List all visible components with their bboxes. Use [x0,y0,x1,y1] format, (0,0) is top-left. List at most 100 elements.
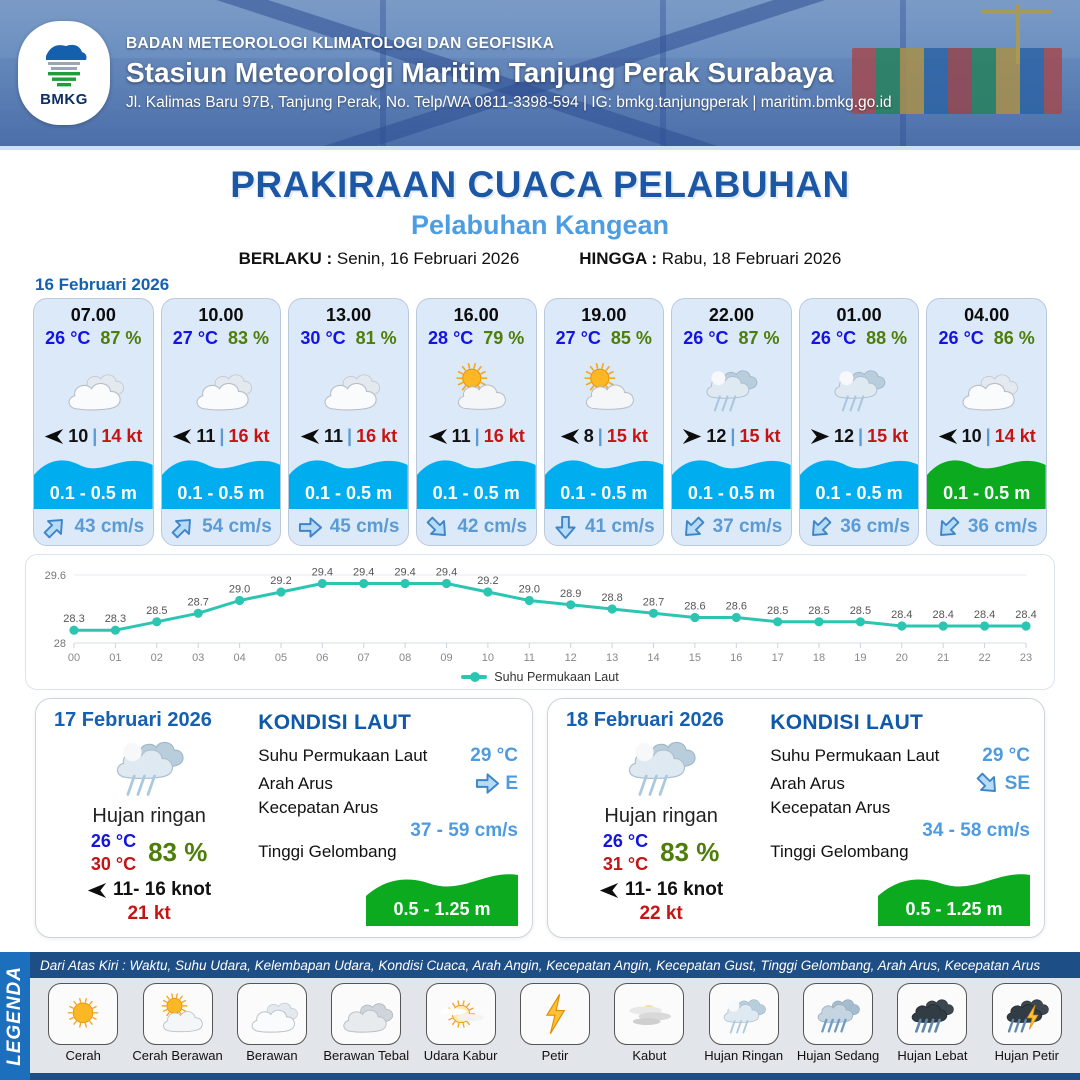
hujan-sedang-icon-slot [803,983,874,1045]
wind-speed: 11 [196,426,216,446]
forecast-card: 22.00 26 °C 87 % 12 | 15 kt 0.1 - 0.5 m … [671,298,792,546]
current-speed-value: 37 - 59 cm/s [410,820,518,841]
svg-text:28.6: 28.6 [684,601,705,613]
wind-separator: | [985,426,991,446]
svg-text:03: 03 [192,652,204,664]
current-row: 42 cm/s [425,509,527,545]
port-name: Pelabuhan Kangean [410,210,670,240]
current-row: 45 cm/s [298,509,399,545]
forecast-card: 10.00 27 °C 83 % 11 | 16 kt 0.1 - 0.5 m … [160,298,282,546]
legend-item-label: Kabut [632,1048,667,1063]
svg-text:04: 04 [233,652,245,664]
wave-height-band: 0.1 - 0.5 m [927,451,1046,509]
forecast-card: 04.00 26 °C 86 % 10 | 14 kt 0.1 - 0.5 m … [926,298,1047,546]
air-temperature: 26 °C [938,328,984,348]
wind-gust: 15 kt [606,426,648,446]
humidity: 83 % [228,328,270,348]
wind-speed: 10 [68,426,89,446]
day-temp-max: 30 °C [90,853,137,874]
berawan-icon-slot [162,349,281,426]
air-temperature: 26 °C [683,328,729,348]
station-address: Jl. Kalimas Baru 97B, Tanjung Perak, No.… [126,93,892,111]
svg-text:28.5: 28.5 [767,605,788,617]
legend-item-label: Hujan Petir [994,1048,1059,1063]
hujan-ringan-icon-slot [708,983,779,1045]
chart-legend-swatch [461,672,488,682]
hujan-lebat-icon-slot [897,983,968,1045]
wind-direction-icon [810,428,830,445]
wave-shape [672,460,791,509]
wave-shape [799,460,919,509]
wave-height: 0.1 - 0.5 m [49,483,137,503]
hourly-forecast-row: 07.00 26 °C 87 % 10 | 14 kt 0.1 - 0.5 m … [0,298,1080,546]
cerah-berawan-icon [584,362,634,410]
current-speed: 42 cm/s [457,516,528,537]
wave-shape [34,460,153,509]
berawan-icon-slot [236,983,307,1045]
berawan-tebal-icon [343,1003,394,1033]
day-wind-range: 11- 16 knot [625,879,724,900]
svg-text:28.4: 28.4 [932,609,953,621]
forecast-date: 16 Februari 2026 [35,275,170,294]
wind-speed: 11 [324,426,344,446]
current-speed: 36 cm/s [840,516,910,537]
svg-text:21: 21 [937,652,949,664]
header-art-crane [982,4,1052,64]
svg-text:28.6: 28.6 [726,601,747,613]
bmkg-logo: BMKG [18,21,110,125]
cerah-icon-slot [48,983,119,1045]
bmkg-logo-label: BMKG [40,91,88,108]
cerah-berawan-icon [456,362,507,410]
svg-text:17: 17 [772,652,784,664]
sst-label: Suhu Permukaan Laut [258,746,428,765]
svg-text:19: 19 [854,652,866,664]
legend-item: Hujan Ringan [700,983,788,1063]
station-name: Stasiun Meteorologi Maritim Tanjung Pera… [126,56,834,88]
cerah-icon [67,997,99,1028]
legend-item-label: Udara Kabur [423,1048,498,1063]
day-wave-height: 0.5 - 1.25 m [393,899,491,919]
header-art-beam [380,0,386,146]
svg-text:29.4: 29.4 [436,567,457,579]
wind-separator: | [597,426,603,446]
udara-kabur-icon [438,1000,484,1028]
legend-title-bar: LEGENDA [0,952,30,1080]
hujan-petir-icon [1006,999,1049,1033]
svg-text:06: 06 [316,652,328,664]
wind-row: 11 | 16 kt [172,426,269,447]
humidity: 81 % [355,328,397,348]
current-speed-label: Kecepatan Arus [258,798,379,817]
legend-item: Udara Kabur [417,983,505,1063]
legend-item-label: Cerah Berawan [132,1048,223,1063]
chart-legend: Suhu Permukaan Laut [34,670,1046,687]
svg-text:02: 02 [151,652,163,664]
wind-row: 11 | 16 kt [428,426,525,447]
sea-conditions-title: KONDISI LAUT [258,711,412,734]
wind-direction-icon [87,882,107,899]
legend-section: LEGENDA Dari Atas Kiri : Waktu, Suhu Uda… [0,952,1080,1080]
hujan-ringan-icon [723,999,766,1034]
header-art-beam [660,0,666,146]
forecast-time: 07.00 [70,305,116,325]
svg-text:28.4: 28.4 [974,609,995,621]
svg-text:13: 13 [606,652,618,664]
berawan-icon-slot [927,349,1046,426]
current-row: 43 cm/s [42,509,144,545]
svg-text:01: 01 [109,652,121,664]
wave-height-band: 0.1 - 0.5 m [672,451,791,509]
valid-from-value: Senin, 16 Februari 2026 [336,249,520,268]
current-direction-label: Arah Arus [770,773,845,793]
berawan-icon [962,373,1018,410]
wind-gust: 16 kt [228,426,270,446]
humidity: 88 % [866,328,908,348]
forecast-card: 19.00 27 °C 85 % 8 | 15 kt 0.1 - 0.5 m 4… [543,298,665,546]
wind-speed: 12 [706,426,727,446]
svg-text:28.9: 28.9 [560,588,581,600]
current-speed: 37 cm/s [712,516,783,537]
wave-shape [289,460,408,509]
air-temperature: 26 °C [810,328,857,348]
wind-row: 8 | 15 kt [560,426,648,447]
wind-gust: 15 kt [739,426,781,446]
wind-separator: | [347,426,353,446]
legend-item-label: Berawan [246,1048,298,1063]
